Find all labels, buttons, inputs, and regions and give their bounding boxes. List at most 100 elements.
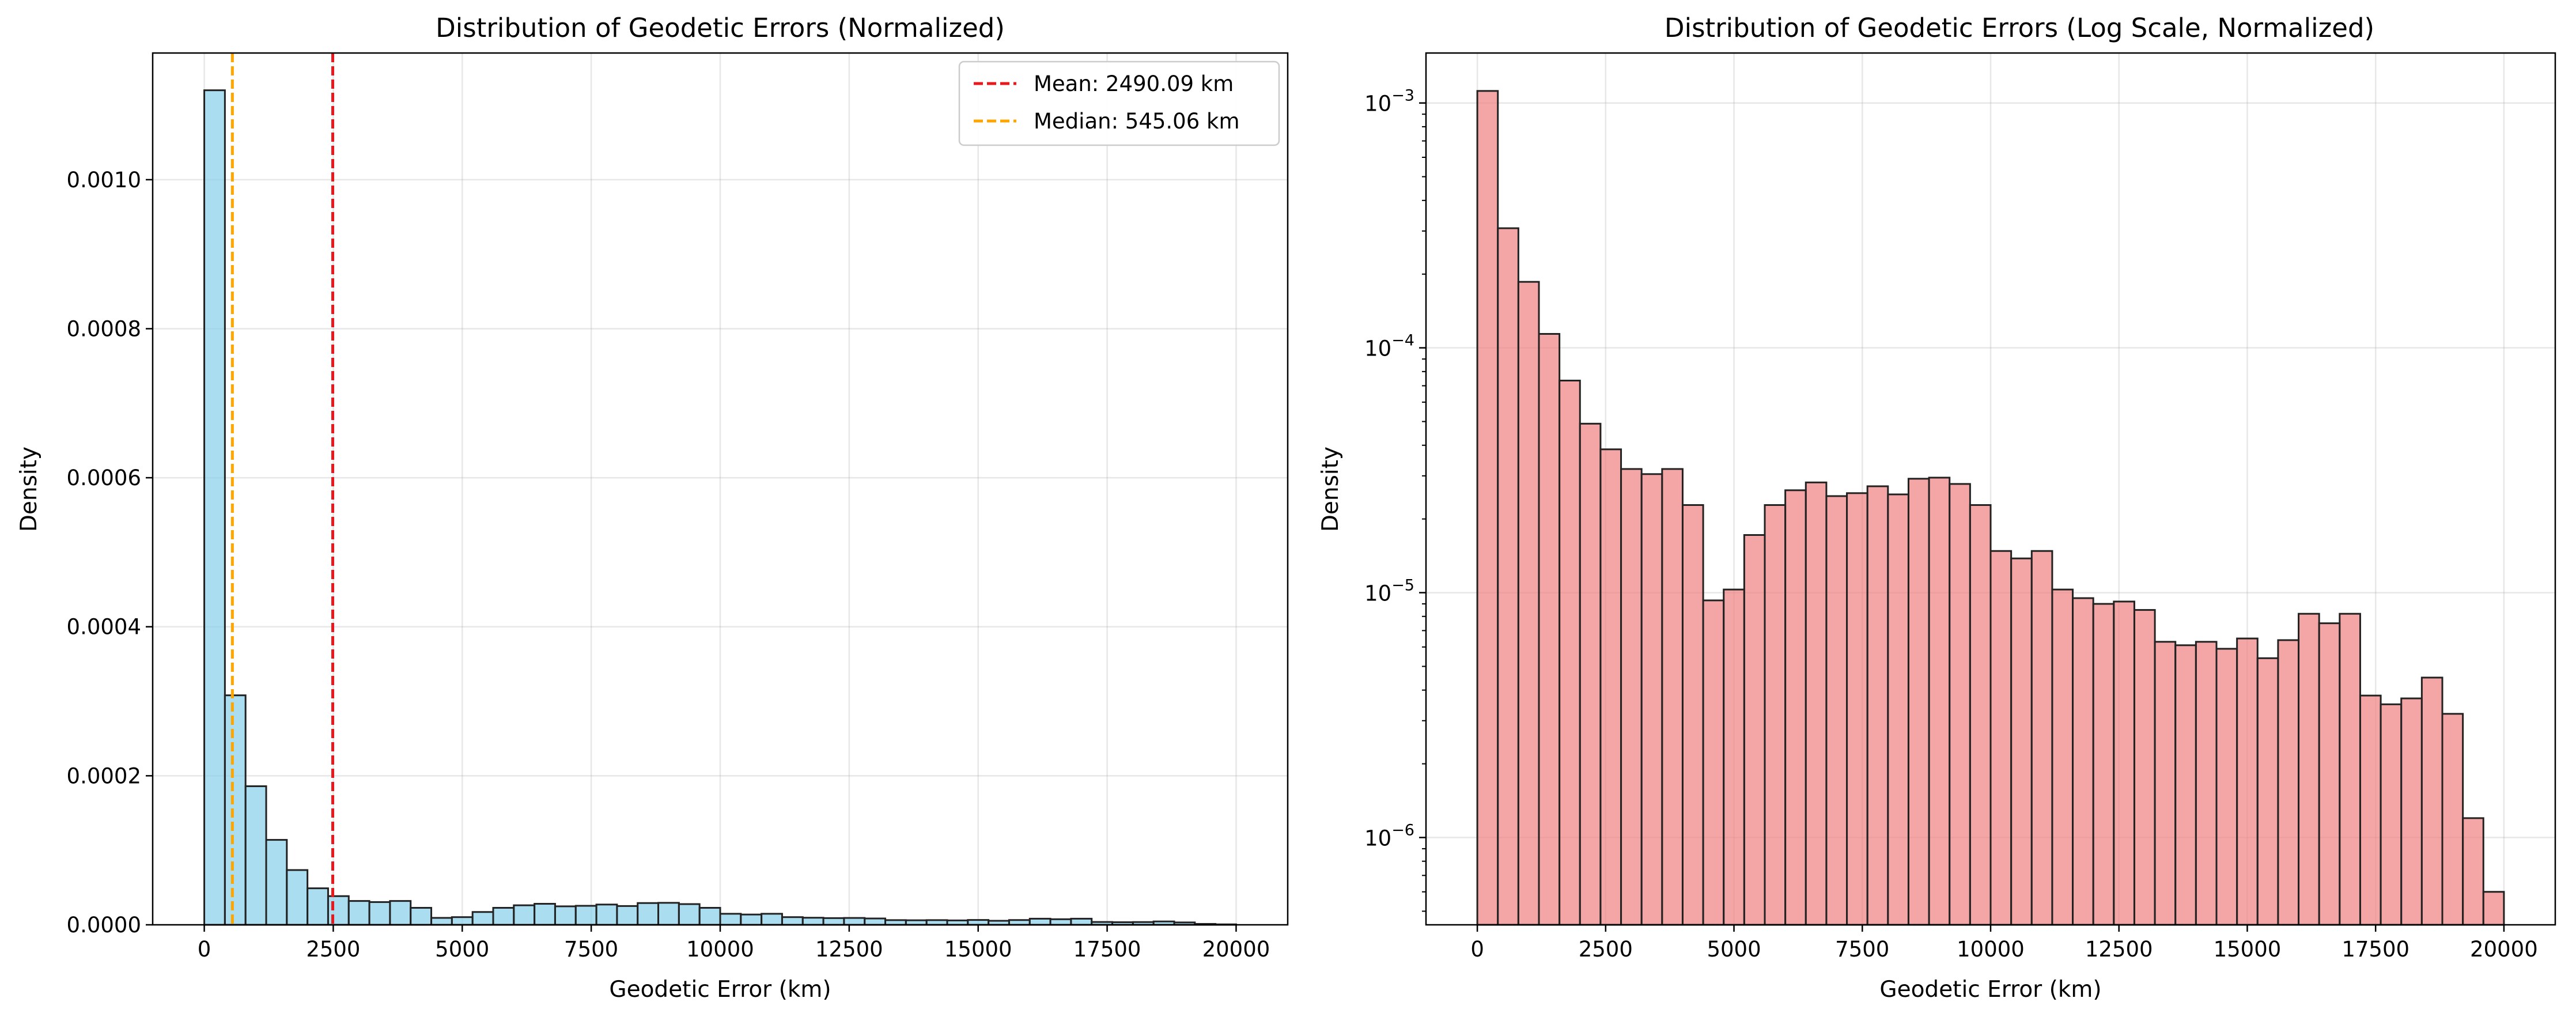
histogram-bar	[637, 902, 660, 926]
histogram-bar	[2441, 713, 2464, 926]
histogram-bar	[740, 913, 763, 926]
histogram-bar	[2113, 600, 2135, 926]
y-tick-exponent: −4	[1391, 332, 1414, 350]
histogram-bar	[1764, 504, 1787, 926]
histogram-bar	[1476, 90, 1499, 926]
x-axis-label: Geodetic Error (km)	[609, 977, 831, 1003]
histogram-bar	[2298, 613, 2320, 926]
histogram-bar	[1949, 483, 1971, 926]
x-tick-label: 7500	[564, 937, 618, 962]
histogram-bar	[2010, 557, 2033, 926]
histogram-bar	[864, 917, 887, 926]
histogram-bar	[616, 905, 639, 926]
x-tick-label: 12500	[815, 937, 883, 962]
histogram-bar	[1661, 468, 1684, 926]
histogram-bar	[307, 887, 329, 926]
x-tick-label: 17500	[1073, 937, 1141, 962]
histogram-bar	[2380, 703, 2403, 926]
histogram-bar	[2195, 641, 2218, 926]
y-tick-label: 0.0000	[67, 913, 141, 937]
x-tick-label: 5000	[435, 937, 489, 962]
histogram-bar	[2420, 676, 2443, 926]
histogram-bar	[2133, 609, 2156, 926]
histogram-bar	[554, 905, 577, 926]
chart-title: Distribution of Geodetic Errors (Log Sca…	[1665, 13, 2374, 43]
histogram-bar	[1866, 485, 1889, 926]
x-tick-label: 17500	[2342, 937, 2409, 962]
histogram-bar	[224, 694, 247, 926]
histogram-bar	[1989, 550, 2013, 926]
histogram-bar	[2359, 694, 2382, 926]
y-tick-label: 10−6	[1364, 821, 1414, 850]
legend-box	[958, 61, 1280, 146]
y-tick-label: 0.0004	[67, 615, 141, 640]
histogram-bar	[1969, 504, 1992, 926]
histogram-bar	[1049, 918, 1072, 926]
histogram-bar	[1681, 504, 1704, 926]
histogram-bar	[698, 907, 721, 926]
histogram-bar	[595, 903, 618, 926]
x-tick-label: 15000	[2214, 937, 2282, 962]
histogram-bar	[1743, 534, 1766, 926]
histogram-bar	[719, 913, 742, 926]
x-tick-label: 0	[1470, 937, 1484, 962]
histogram-bar	[492, 907, 515, 926]
x-tick-label: 2500	[306, 937, 360, 962]
y-tick-exponent: −6	[1391, 821, 1414, 839]
histogram-bar	[1907, 478, 1930, 926]
histogram-bar	[761, 913, 783, 926]
histogram-bar	[368, 901, 391, 926]
x-tick-label: 20000	[2470, 937, 2538, 962]
histogram-bar	[2030, 550, 2053, 926]
histogram-bar	[513, 904, 536, 926]
histogram-bar	[657, 902, 680, 926]
x-tick-label: 2500	[1579, 937, 1633, 962]
histogram-bar	[1538, 332, 1561, 926]
x-tick-label: 15000	[944, 937, 1012, 962]
histogram-bar	[2277, 639, 2300, 926]
x-axis-label: Geodetic Error (km)	[1879, 977, 2101, 1003]
x-tick-label: 7500	[1835, 937, 1889, 962]
histogram-bar	[1805, 481, 1828, 926]
histogram-bar	[2236, 637, 2259, 926]
y-tick-label: 0.0002	[67, 763, 141, 788]
histogram-bar	[2215, 648, 2238, 926]
x-tick-label: 10000	[1957, 937, 2025, 962]
histogram-bar	[843, 917, 866, 926]
histogram-bar	[2051, 588, 2074, 926]
histogram-bar	[678, 903, 701, 926]
histogram-bar	[430, 917, 453, 926]
histogram-bar	[1579, 422, 1602, 926]
histogram-bar	[2482, 891, 2505, 926]
histogram-bar	[822, 917, 845, 926]
histogram-bar	[2072, 597, 2094, 926]
histogram-bar	[286, 869, 309, 926]
histogram-bar	[1702, 599, 1725, 926]
histogram-bar	[265, 839, 288, 926]
histogram-bar	[1517, 281, 1540, 926]
histogram-bar	[1887, 493, 1909, 926]
x-tick-label: 0	[198, 937, 211, 962]
y-tick-label: 0.0006	[67, 466, 141, 490]
histogram-bar	[1825, 495, 1848, 926]
histogram-bar	[347, 900, 370, 926]
histogram-bar	[534, 903, 556, 926]
y-tick-exponent: −3	[1391, 87, 1414, 105]
histogram-bar	[410, 907, 433, 926]
x-tick-label: 5000	[1707, 937, 1761, 962]
histogram-bar	[2318, 622, 2341, 926]
histogram-bar	[2339, 613, 2361, 926]
histogram-bar	[1599, 448, 1622, 926]
histogram-bar	[451, 916, 474, 926]
histogram-bar	[1559, 379, 1581, 926]
linear-histogram-panel: Distribution of Geodetic Errors (Normali…	[16, 13, 1289, 1003]
histogram-bar	[1070, 917, 1093, 926]
y-axis-label: Density	[1318, 447, 1344, 532]
legend: Mean: 2490.09 km Median: 545.06 km	[958, 61, 1280, 146]
histogram-bar	[1846, 492, 1868, 926]
histogram-bar	[574, 905, 597, 926]
histogram-bar	[801, 917, 824, 926]
histogram-bar	[2462, 817, 2484, 926]
y-tick-label: 0.0008	[67, 316, 141, 341]
